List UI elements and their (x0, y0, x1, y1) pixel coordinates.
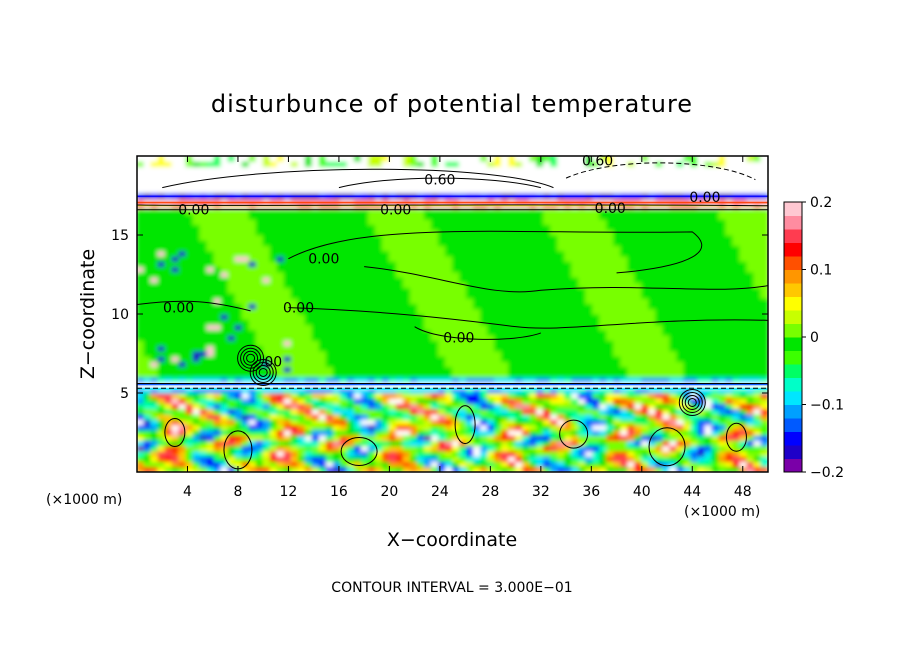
chart-title: disturbunce of potential temperature (211, 90, 693, 118)
colorbar-swatch (784, 256, 802, 270)
contour-interval-note: CONTOUR INTERVAL = 3.000E−01 (331, 580, 572, 596)
colorbar-tick-label: 0 (810, 330, 819, 346)
x-unit-label: (×1000 m) (684, 504, 760, 520)
contour-label: 0.60 (582, 154, 613, 170)
x-tick-label: 32 (532, 484, 550, 500)
contour-labels: 0.60 0.60 0.00 0.00 0.00 0.00 0.00 0.00 0.00 0.00… (163, 154, 720, 371)
contour-lines (137, 162, 768, 470)
y-axis-label: Z−coordinate (77, 249, 99, 379)
colorbar-swatch (784, 431, 802, 446)
x-axis: 4 8 12 16 20 24 28 32 36 40 44 48 (183, 156, 752, 500)
x-tick-label: 12 (280, 484, 298, 500)
colorbar-swatch (784, 458, 802, 473)
colorbar-swatch (784, 323, 802, 338)
y-tick-label: 5 (120, 386, 129, 402)
x-tick-label: 28 (481, 484, 499, 500)
colorbar-swatch (784, 202, 802, 216)
x-tick-label: 4 (183, 484, 192, 500)
colorbar-swatch (784, 269, 802, 284)
plot-area (137, 156, 768, 472)
colorbar-tick-label: 0.1 (810, 263, 832, 279)
colorbar-swatch (784, 337, 802, 351)
contour-label: 0.00 (163, 301, 194, 317)
contour-label: 0.00 (283, 301, 314, 317)
x-axis-label: X−coordinate (387, 529, 517, 551)
colorbar-tick-label: −0.1 (810, 398, 844, 414)
contour-label: 0.00 (689, 190, 720, 206)
x-tick-label: 20 (380, 484, 398, 500)
colorbar-swatch (784, 404, 802, 419)
colorbar-swatch (784, 229, 802, 243)
colorbar-swatch (784, 350, 802, 365)
colorbar-swatch (784, 296, 802, 311)
contour-label: 0.00 (595, 201, 626, 217)
x-tick-label: 40 (633, 484, 651, 500)
colorbar-swatch (784, 391, 802, 405)
contour-label: 0.00 (308, 252, 339, 268)
colorbar-swatch (784, 242, 802, 257)
heatmap-field (137, 156, 768, 472)
contour-label: 0.00 (178, 203, 209, 219)
contour-label: 0.00 (380, 203, 411, 219)
colorbar-swatch (784, 445, 802, 459)
contour-label: 0.00 (443, 331, 474, 347)
y-tick-label: 10 (111, 307, 129, 323)
colorbar-tick-label: −0.2 (810, 465, 844, 481)
colorbar-swatch (784, 418, 802, 432)
x-tick-label: 24 (431, 484, 449, 500)
colorbar-swatch (784, 364, 802, 378)
colorbar-tick-label: 0.2 (810, 195, 832, 211)
colorbar-swatch (784, 377, 802, 392)
x-tick-label: 8 (233, 484, 242, 500)
colorbar: 0.2 0.1 0 −0.1 −0.2 (783, 195, 844, 481)
colorbar-swatch (784, 215, 802, 230)
colorbar-swatch (784, 310, 802, 324)
contour-label: 00 (264, 354, 282, 370)
colorbar-swatch (784, 283, 802, 297)
contour-label: 0.60 (424, 173, 455, 189)
y-unit-label: (×1000 m) (46, 492, 122, 508)
x-tick-label: 44 (683, 484, 701, 500)
x-tick-label: 16 (330, 484, 348, 500)
y-tick-label: 15 (111, 228, 129, 244)
x-tick-label: 36 (582, 484, 600, 500)
x-tick-label: 48 (734, 484, 752, 500)
y-axis: 5 10 15 (111, 228, 768, 402)
